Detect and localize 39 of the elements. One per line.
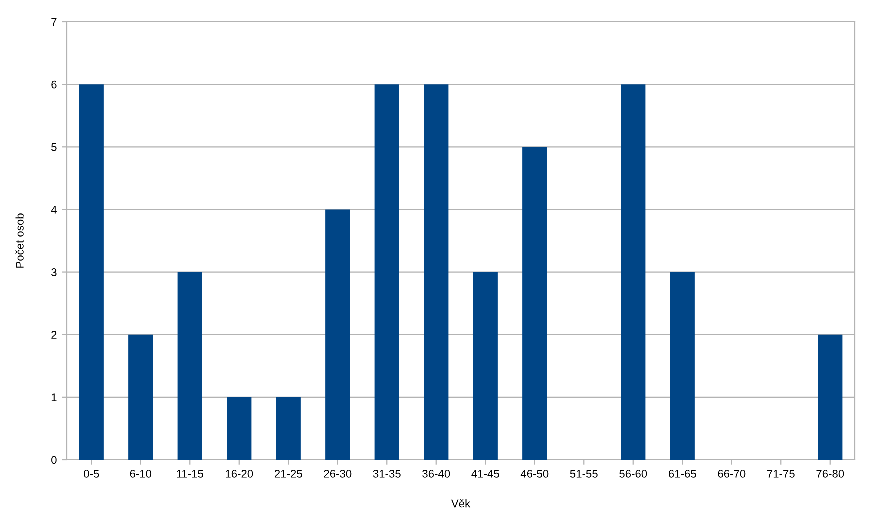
x-tick-label: 21-25	[274, 470, 302, 478]
x-tick-label: 11-15	[177, 470, 204, 478]
bar	[374, 84, 400, 460]
bar	[227, 397, 252, 460]
x-tick-label: 0-5	[84, 470, 100, 478]
x-tick-label: 61-65	[668, 470, 696, 478]
x-tick-label: 6-10	[130, 470, 152, 478]
y-tick-label: 2	[52, 331, 57, 339]
y-tick-label: 6	[52, 80, 57, 89]
y-tick-label: 5	[52, 144, 57, 152]
bar	[178, 272, 202, 460]
x-tick-label: 71-75	[767, 470, 795, 478]
y-tick-label: 1	[52, 394, 57, 402]
bar	[670, 272, 695, 460]
x-tick-label: 36-40	[422, 470, 450, 478]
y-tick-label: 4	[51, 206, 57, 214]
y-tick-label: 0	[52, 456, 57, 464]
x-tick-label: 56-60	[620, 470, 648, 478]
x-tick-label: 66-70	[718, 470, 746, 478]
bar	[79, 84, 104, 460]
y-tick-label: 7	[52, 18, 57, 26]
y-tick-label: 3	[52, 268, 57, 276]
bar	[276, 397, 301, 460]
bar	[522, 147, 548, 460]
x-tick-label: 46-50	[520, 470, 549, 478]
x-tick-label: 41-45	[472, 470, 500, 478]
x-tick-label: 16-20	[226, 470, 254, 478]
bar	[621, 84, 646, 460]
x-tick-label: 51-55	[570, 470, 598, 478]
bar	[326, 210, 350, 460]
bar	[818, 334, 843, 460]
x-axis-title: Věk	[451, 499, 471, 508]
bar	[128, 334, 154, 460]
x-tick-label: 26-30	[324, 470, 352, 478]
x-tick-label: 31-35	[373, 470, 401, 478]
bar	[424, 84, 449, 460]
y-axis-title: Počet osob	[16, 214, 24, 268]
bar	[473, 272, 498, 460]
x-tick-label: 76-80	[816, 470, 844, 478]
